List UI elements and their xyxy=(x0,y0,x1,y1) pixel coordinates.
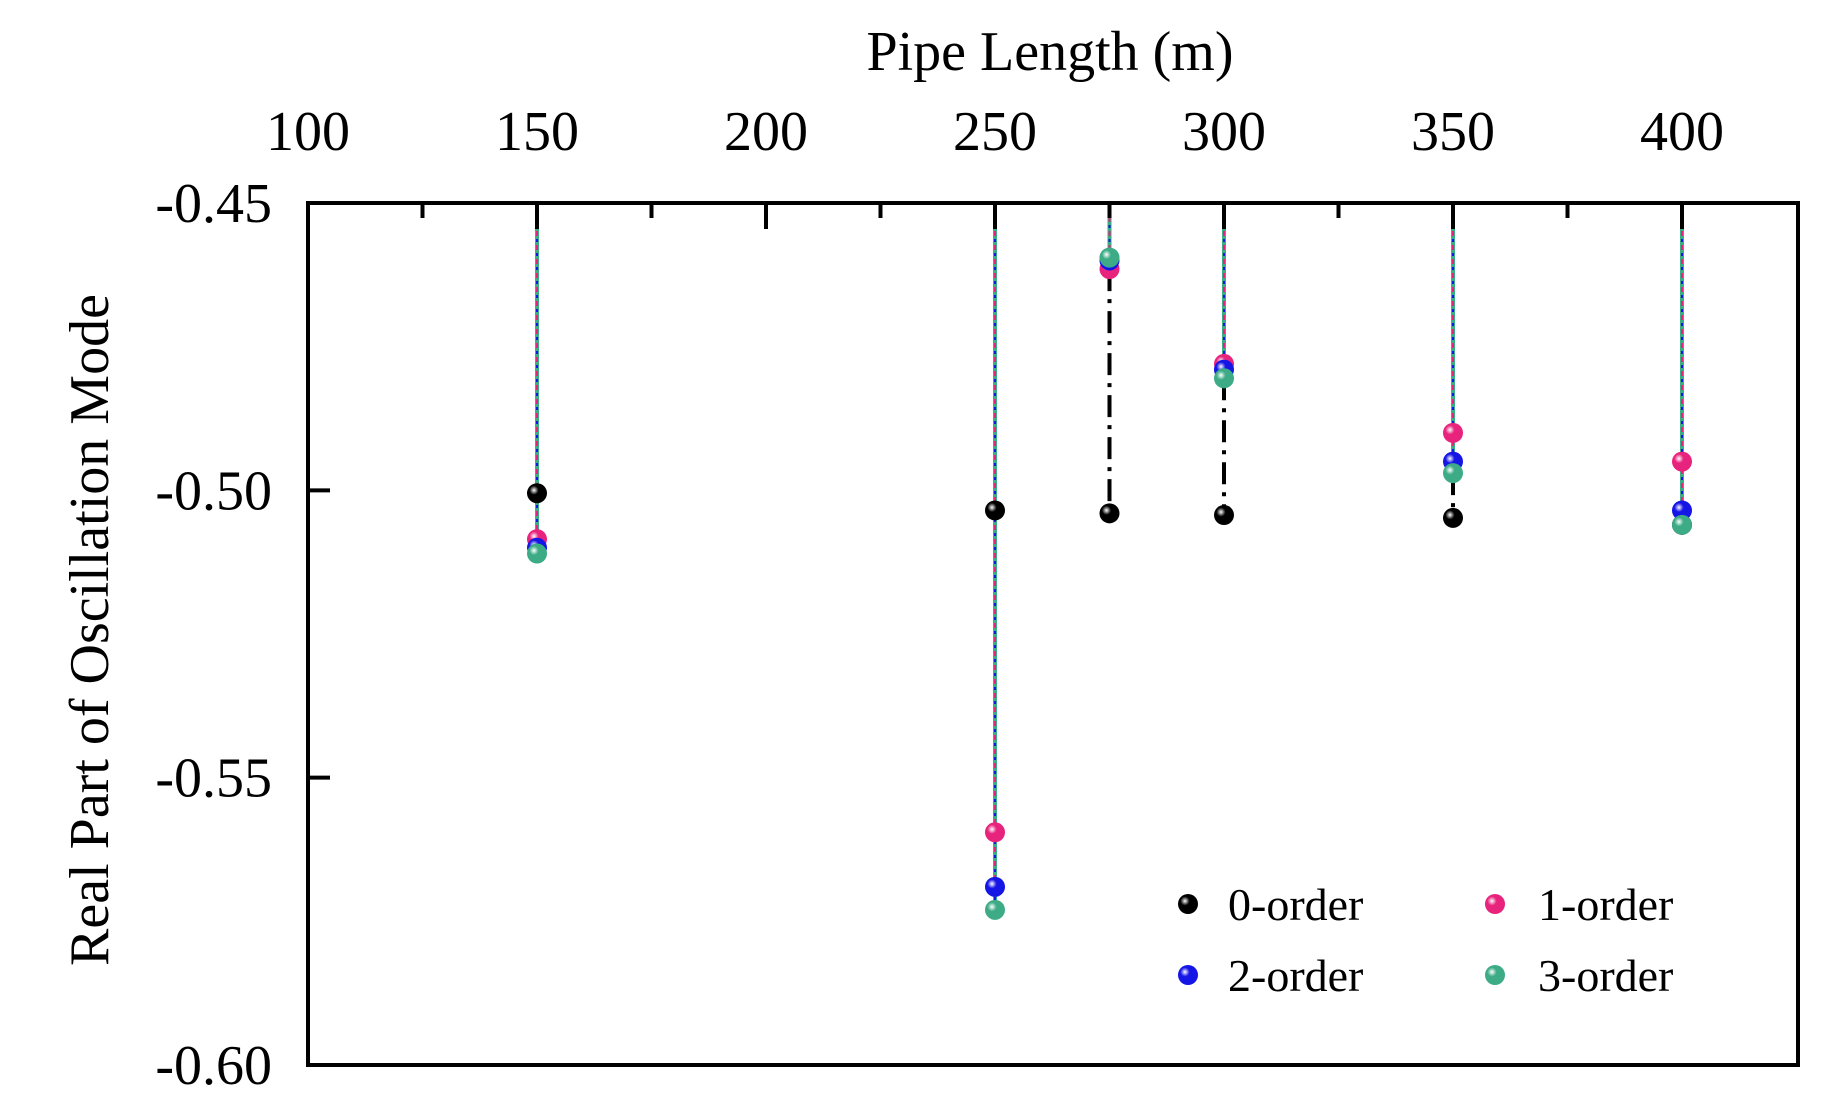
x-tick-label: 150 xyxy=(495,101,579,163)
ticks-layer: 100 150 200 250 300 350 400 -0.45 -0.50 -0.55 -0.6… xyxy=(155,101,1724,1097)
point-0-order xyxy=(985,500,1005,521)
y-tick-label: -0.50 xyxy=(155,460,272,522)
y-axis-title: Real Part of Oscillation Mode xyxy=(59,294,121,966)
point-1-order xyxy=(1443,422,1463,443)
x-tick-label: 300 xyxy=(1182,101,1266,163)
point-0-order xyxy=(1214,505,1234,526)
point-3-order xyxy=(985,899,1005,920)
legend-label: 2-order xyxy=(1228,950,1363,1001)
legend-marker xyxy=(1178,965,1198,985)
point-1-order xyxy=(985,822,1005,843)
x-tick-label: 350 xyxy=(1411,101,1495,163)
legend-marker xyxy=(1485,965,1505,985)
point-3-order xyxy=(527,543,547,564)
y-tick-label: -0.60 xyxy=(155,1035,272,1097)
stems-layer xyxy=(535,203,1684,910)
legend: 0-order 1-order 2-order 3-order xyxy=(1178,879,1673,1001)
point-2-order xyxy=(1672,500,1692,521)
legend-label: 0-order xyxy=(1228,879,1363,930)
point-3-order xyxy=(1443,463,1463,484)
x-tick-label: 100 xyxy=(266,101,350,163)
point-0-order xyxy=(1099,503,1120,524)
point-0-order xyxy=(1443,507,1463,528)
point-1-order xyxy=(1672,451,1692,472)
plot-frame xyxy=(306,201,1800,1067)
point-2-order xyxy=(985,876,1005,897)
point-3-order xyxy=(1214,368,1234,389)
x-axis-title: Pipe Length (m) xyxy=(866,21,1233,83)
point-3-order xyxy=(1099,247,1120,268)
point-0-order xyxy=(527,483,547,504)
legend-label: 1-order xyxy=(1538,879,1673,930)
y-tick-label: -0.45 xyxy=(155,173,272,235)
x-tick-label: 400 xyxy=(1640,101,1724,163)
x-tick-label: 250 xyxy=(953,101,1037,163)
points-layer xyxy=(527,247,1692,920)
x-tick-label: 200 xyxy=(724,101,808,163)
point-3-order xyxy=(1672,514,1692,535)
legend-label: 3-order xyxy=(1538,950,1673,1001)
legend-marker xyxy=(1485,894,1505,914)
legend-marker xyxy=(1178,894,1198,914)
y-tick-label: -0.55 xyxy=(155,748,272,810)
